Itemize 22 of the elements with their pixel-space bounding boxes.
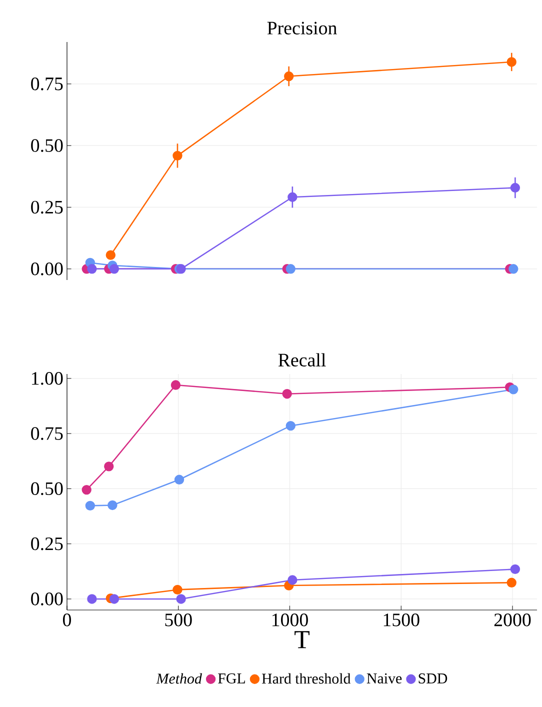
legend-title: Method [156,673,202,684]
y-tick-label: 0.00 [31,262,63,276]
y-tick-label: 0.50 [31,139,63,152]
x-tick-label: 500 [165,614,192,626]
chart-title: Precision [267,22,337,34]
x-tick-label: 1500 [384,614,420,626]
legend-label: Hard threshold [262,673,351,684]
legend-label: Naive [366,673,402,684]
legend-label: SDD [418,673,448,684]
y-tick-label: 0.25 [31,537,63,550]
y-tick-label: 0.25 [31,200,63,214]
y-tick-label: 0.00 [31,592,63,606]
legend-label: FGL [218,673,245,684]
x-tick-label: 0 [62,614,71,626]
x-tick-label: 1000 [272,614,308,626]
y-tick-label: 0.75 [31,78,63,90]
y-tick-label: 0.50 [31,482,63,496]
x-tick-label: 2000 [494,614,531,626]
y-tick-label: 0.75 [31,427,63,440]
x-axis-title: T [294,631,310,648]
chart-title: Recall [278,353,326,366]
y-tick-label: 1.00 [32,372,63,385]
